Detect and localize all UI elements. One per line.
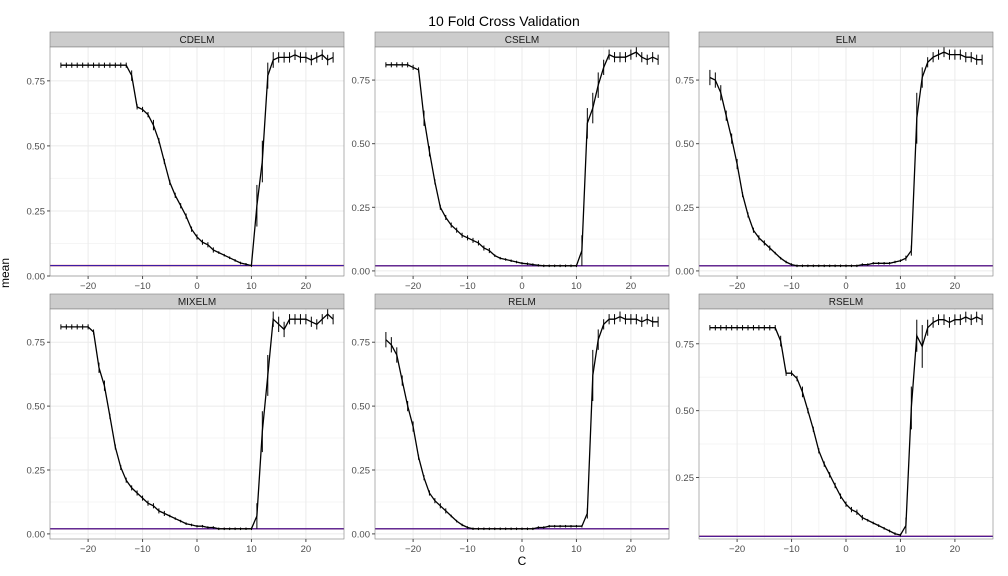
x-tick-label-cselm: −10 <box>459 281 475 292</box>
x-tick-label-cselm: 10 <box>571 281 582 292</box>
y-axis-label: mean <box>0 257 12 288</box>
x-tick-label-mixelm: 0 <box>194 544 199 555</box>
x-tick-label-cselm: 20 <box>626 281 637 292</box>
x-axis-label: C <box>517 554 527 568</box>
facet-strip-label-mixelm: MIXELM <box>178 297 216 308</box>
y-tick-label-mixelm: 0.75 <box>27 338 46 349</box>
y-tick-label-cselm: 0.75 <box>352 76 371 87</box>
facet-strip-label-cdelm: CDELM <box>179 35 214 46</box>
mean-line-cdelm <box>60 54 334 267</box>
x-tick-label-relm: 20 <box>626 544 637 555</box>
y-tick-label-relm: 0.00 <box>352 529 371 540</box>
y-tick-label-relm: 0.50 <box>352 402 371 413</box>
x-tick-label-mixelm: −20 <box>80 544 96 555</box>
x-tick-label-mixelm: 20 <box>301 544 312 555</box>
y-tick-label-cselm: 0.50 <box>352 139 371 150</box>
facet-strip-label-cselm: CSELM <box>505 35 539 46</box>
mean-line-mixelm <box>60 313 334 530</box>
y-tick-label-rselm: 0.75 <box>676 339 695 350</box>
x-tick-label-rselm: 0 <box>843 544 848 555</box>
y-tick-label-cselm: 0.25 <box>352 203 371 214</box>
x-tick-label-rselm: −10 <box>783 544 799 555</box>
x-tick-label-cdelm: 20 <box>301 281 312 292</box>
mean-line-relm <box>385 315 659 530</box>
y-tick-label-elm: 0.25 <box>676 203 695 214</box>
x-tick-label-cdelm: 0 <box>194 281 199 292</box>
x-tick-label-elm: −20 <box>729 281 745 292</box>
y-tick-label-elm: 0.75 <box>676 76 695 87</box>
x-tick-label-elm: 10 <box>895 281 906 292</box>
y-tick-label-cdelm: 0.00 <box>27 272 46 283</box>
x-tick-label-cdelm: 10 <box>246 281 257 292</box>
facet-strip-label-elm: ELM <box>836 35 857 46</box>
y-tick-label-relm: 0.75 <box>352 338 371 349</box>
y-tick-label-cselm: 0.00 <box>352 266 371 277</box>
y-tick-label-elm: 0.50 <box>676 139 695 150</box>
x-tick-label-relm: −10 <box>459 544 475 555</box>
x-tick-label-cdelm: −20 <box>80 281 96 292</box>
x-tick-label-relm: 10 <box>571 544 582 555</box>
y-tick-label-elm: 0.00 <box>676 266 695 277</box>
x-tick-label-mixelm: −10 <box>134 544 150 555</box>
chart-title: 10 Fold Cross Validation <box>428 13 580 29</box>
x-tick-label-cselm: −20 <box>405 281 421 292</box>
y-tick-label-cdelm: 0.75 <box>27 76 46 87</box>
x-tick-label-relm: −20 <box>405 544 421 555</box>
y-tick-label-relm: 0.25 <box>352 466 371 477</box>
x-tick-label-elm: 20 <box>950 281 961 292</box>
x-tick-label-elm: −10 <box>783 281 799 292</box>
y-tick-label-mixelm: 0.00 <box>27 529 46 540</box>
facet-strip-label-rselm: RSELM <box>829 297 863 308</box>
x-tick-label-cdelm: −10 <box>134 281 150 292</box>
facet-strip-label-relm: RELM <box>508 297 536 308</box>
y-tick-label-cdelm: 0.50 <box>27 141 46 152</box>
mean-line-rselm <box>709 316 983 536</box>
y-tick-label-cdelm: 0.25 <box>27 206 46 217</box>
y-tick-label-mixelm: 0.50 <box>27 402 46 413</box>
mean-line-elm <box>709 51 983 267</box>
y-tick-label-rselm: 0.50 <box>676 406 695 417</box>
x-tick-label-elm: 0 <box>843 281 848 292</box>
x-tick-label-cselm: 0 <box>519 281 524 292</box>
y-tick-label-rselm: 0.25 <box>676 473 695 484</box>
x-tick-label-relm: 0 <box>519 544 524 555</box>
mean-line-cselm <box>385 51 659 267</box>
x-tick-label-rselm: −20 <box>729 544 745 555</box>
y-tick-label-mixelm: 0.25 <box>27 466 46 477</box>
x-tick-label-mixelm: 10 <box>246 544 257 555</box>
x-tick-label-rselm: 10 <box>895 544 906 555</box>
x-tick-label-rselm: 20 <box>950 544 961 555</box>
